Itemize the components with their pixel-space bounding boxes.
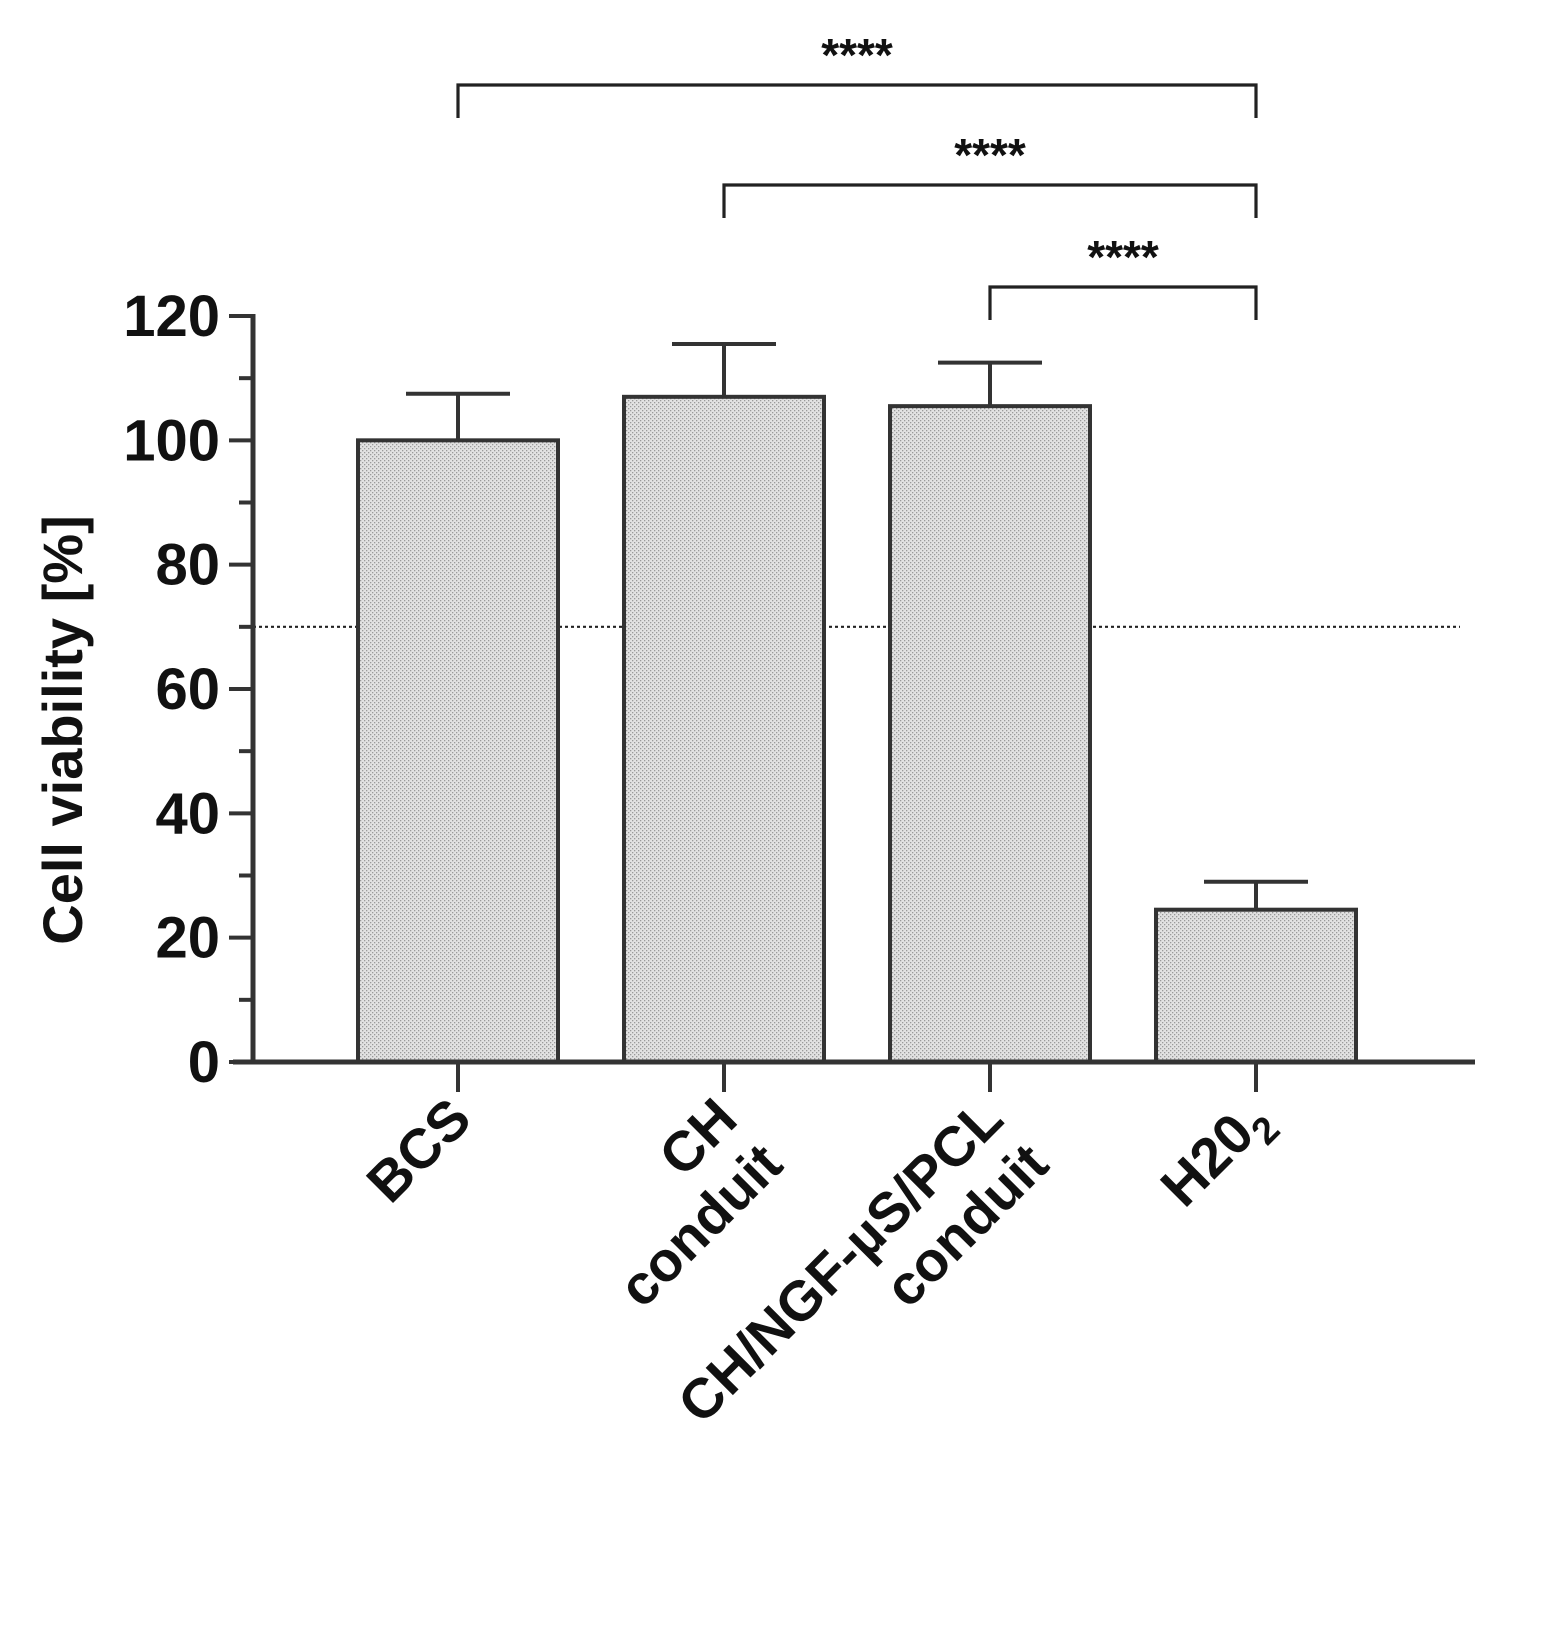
bar-1 <box>622 394 826 1065</box>
significance-bracket-0 <box>456 83 1258 118</box>
y-tick-label-120: 120 <box>123 284 220 349</box>
y-tick-label-0: 0 <box>188 1030 220 1095</box>
bar-2 <box>888 404 1092 1064</box>
x-tick-label-1: CHconduit <box>561 1086 794 1319</box>
significance-bracket-1 <box>722 183 1258 218</box>
y-tick-label-100: 100 <box>123 408 220 473</box>
y-tick-label-60: 60 <box>155 657 220 722</box>
y-tick-label-40: 40 <box>155 781 220 846</box>
significance-label-1: **** <box>954 129 1026 181</box>
significance-bracket-2 <box>988 285 1258 320</box>
y-tick-label-20: 20 <box>155 906 220 971</box>
significance-label-2: **** <box>1087 231 1159 283</box>
y-tick-label-80: 80 <box>155 533 220 598</box>
bar-0 <box>356 438 560 1065</box>
bar-3 <box>1154 907 1358 1064</box>
x-tick-label-3: H202 <box>1148 1086 1288 1226</box>
x-tick-label-0: BCS <box>354 1086 482 1214</box>
significance-label-0: **** <box>821 29 893 81</box>
y-axis-label: Cell viability [%] <box>31 515 94 944</box>
